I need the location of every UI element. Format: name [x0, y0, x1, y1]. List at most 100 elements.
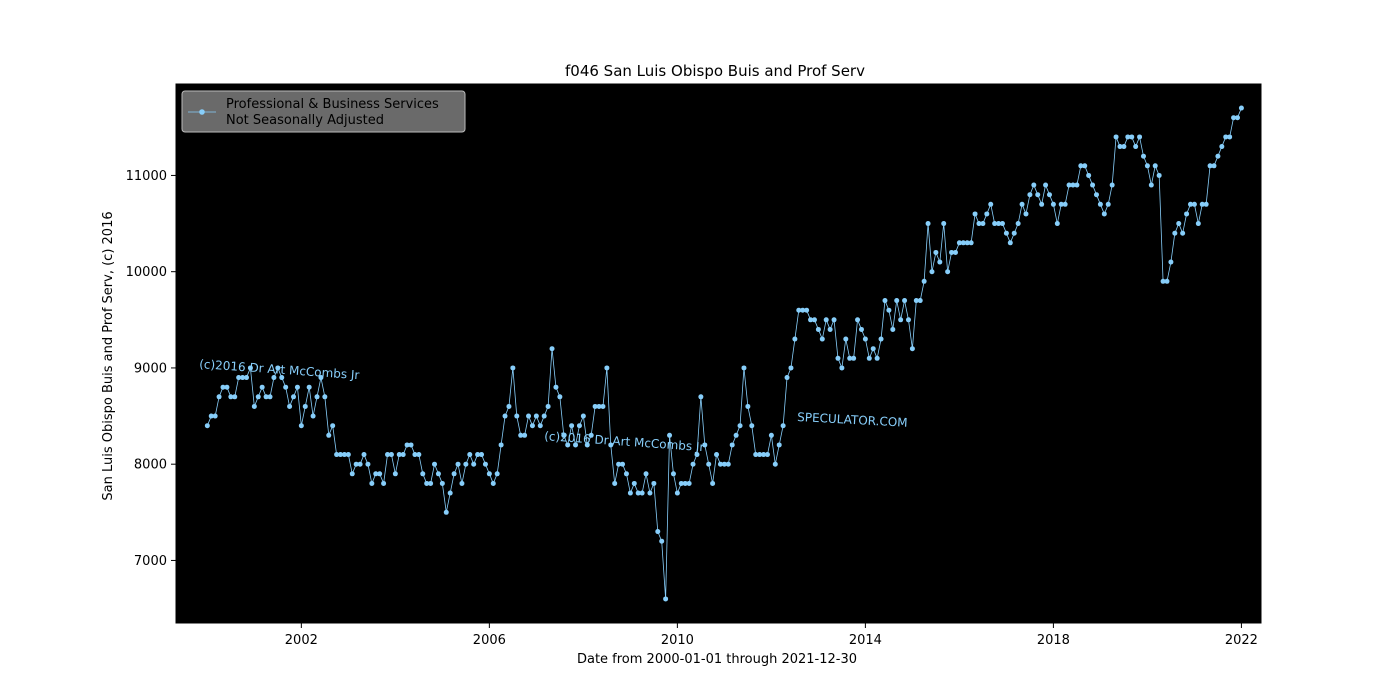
data-point — [212, 413, 218, 419]
data-point — [549, 346, 555, 352]
data-point — [616, 461, 622, 467]
data-point — [1235, 115, 1240, 121]
data-point — [1203, 201, 1209, 207]
data-point — [1195, 221, 1201, 227]
data-point — [408, 442, 414, 448]
data-point — [447, 490, 453, 496]
data-point — [851, 355, 857, 361]
data-point — [392, 471, 398, 477]
data-point — [318, 375, 324, 381]
data-point — [620, 461, 626, 467]
data-point — [772, 461, 778, 467]
data-point — [804, 307, 810, 313]
data-point — [937, 259, 943, 265]
data-point — [843, 336, 849, 342]
data-point — [1082, 163, 1088, 169]
data-point — [428, 480, 434, 486]
data-point — [592, 403, 598, 409]
plot-area — [176, 84, 1261, 623]
data-point — [788, 365, 794, 371]
data-point — [439, 480, 445, 486]
data-point — [365, 461, 371, 467]
data-point — [757, 452, 763, 458]
data-point — [330, 423, 336, 429]
data-point — [482, 461, 488, 467]
data-point — [294, 384, 300, 390]
chart-title: f046 San Luis Obispo Buis and Prof Serv — [565, 62, 865, 80]
data-point — [1054, 221, 1060, 227]
data-point — [1227, 134, 1233, 140]
data-point — [396, 452, 402, 458]
data-point — [964, 240, 970, 246]
data-point — [909, 346, 915, 352]
data-point — [835, 355, 841, 361]
data-point — [866, 355, 872, 361]
data-point — [764, 452, 770, 458]
legend: Professional & Business Services Not Sea… — [181, 90, 466, 133]
data-point — [224, 384, 230, 390]
data-point — [357, 461, 363, 467]
data-point — [432, 461, 438, 467]
data-point — [663, 596, 669, 602]
data-point — [917, 298, 923, 304]
data-point — [1113, 134, 1119, 140]
data-point — [510, 365, 516, 371]
data-point — [475, 452, 481, 458]
data-point — [208, 413, 214, 419]
data-point — [1109, 182, 1115, 188]
data-point — [314, 394, 320, 400]
x-tick-label: 2006 — [473, 633, 506, 648]
data-point — [247, 365, 253, 371]
data-point — [639, 490, 645, 496]
data-point — [1144, 163, 1150, 169]
data-point — [1168, 259, 1174, 265]
data-point — [1086, 172, 1092, 178]
data-point — [862, 336, 868, 342]
data-point — [204, 423, 210, 429]
data-point — [717, 461, 723, 467]
x-tick-label: 2018 — [1037, 633, 1070, 648]
data-point — [353, 461, 359, 467]
data-point — [698, 394, 704, 400]
data-point — [334, 452, 340, 458]
data-point — [529, 423, 535, 429]
data-point — [537, 423, 543, 429]
data-point — [373, 471, 379, 477]
data-point — [435, 471, 441, 477]
data-point — [984, 211, 990, 217]
data-point — [1199, 201, 1205, 207]
data-point — [1093, 192, 1099, 198]
plot-frame — [175, 83, 1262, 624]
data-point — [263, 394, 269, 400]
x-axis-label: Date from 2000-01-01 through 2021-12-30 — [577, 652, 857, 667]
data-point — [627, 490, 633, 496]
data-point — [1211, 163, 1217, 169]
data-point — [1090, 182, 1096, 188]
data-point — [714, 452, 720, 458]
data-point — [1031, 182, 1037, 188]
data-point — [925, 221, 931, 227]
data-point — [388, 452, 394, 458]
data-point — [322, 394, 328, 400]
data-point — [1078, 163, 1084, 169]
data-point — [956, 240, 962, 246]
data-point — [1180, 230, 1186, 236]
data-point — [1231, 115, 1237, 121]
data-point — [678, 480, 684, 486]
data-point — [541, 413, 547, 419]
data-point — [1007, 240, 1013, 246]
data-point — [1160, 278, 1166, 284]
data-point — [1238, 105, 1244, 111]
data-point — [522, 432, 528, 438]
data-point — [569, 423, 575, 429]
data-point — [784, 375, 790, 381]
data-point — [1148, 182, 1154, 188]
data-point — [921, 278, 927, 284]
data-point — [514, 413, 520, 419]
x-tick-label: 2014 — [849, 633, 882, 648]
data-point — [1062, 201, 1068, 207]
data-point — [424, 480, 430, 486]
data-point — [706, 461, 712, 467]
data-point — [796, 307, 802, 313]
data-point — [980, 221, 986, 227]
